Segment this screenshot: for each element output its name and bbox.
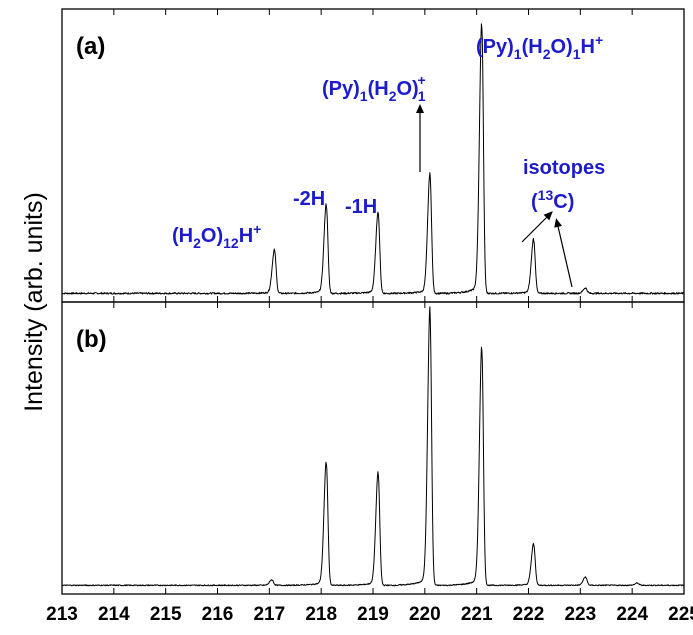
annotation-13c: (13C) bbox=[531, 187, 574, 213]
x-axis: 213 214 215 216 217 218 219 220 221 222 223 224 225 bbox=[46, 9, 693, 625]
annotation-water-cluster: (H2O)12H+ bbox=[172, 221, 261, 251]
annotation-py-water-protonated: (Py)1(H2O)1H+ bbox=[476, 32, 603, 62]
x-tick-label: 216 bbox=[202, 604, 234, 625]
x-tick-label: 220 bbox=[409, 604, 441, 625]
arrow-isotope-223 bbox=[554, 218, 573, 288]
x-tick-label: 224 bbox=[616, 604, 648, 625]
x-tick-label: 215 bbox=[150, 604, 182, 625]
x-tick-label: 223 bbox=[564, 604, 596, 625]
annotation-minus-2h: -2H bbox=[293, 188, 325, 210]
annotation-minus-1h: -1H bbox=[345, 196, 377, 218]
x-tick-label: 217 bbox=[253, 604, 285, 625]
x-tick-label: 222 bbox=[513, 604, 545, 625]
panel-a-label: (a) bbox=[76, 33, 105, 60]
annotation-py-water-cation: (Py)1(H2O)1+ bbox=[322, 72, 426, 104]
annotation-isotopes: isotopes bbox=[523, 157, 605, 179]
y-axis-label: Intensity (arb. units) bbox=[20, 192, 48, 412]
x-tick-label: 221 bbox=[461, 604, 493, 625]
x-tick-label: 218 bbox=[305, 604, 337, 625]
spectrum-a-line bbox=[61, 23, 685, 295]
x-tick-label: 225 bbox=[668, 604, 693, 625]
x-tick-label: 213 bbox=[46, 604, 78, 625]
x-tick-label: 214 bbox=[98, 604, 130, 625]
x-tick-label: 219 bbox=[357, 604, 389, 625]
panel-b-label: (b) bbox=[76, 326, 107, 353]
arrow-isotope-222 bbox=[521, 211, 553, 243]
spectrum-b-line bbox=[61, 306, 685, 587]
panel-b-frame bbox=[61, 301, 685, 595]
